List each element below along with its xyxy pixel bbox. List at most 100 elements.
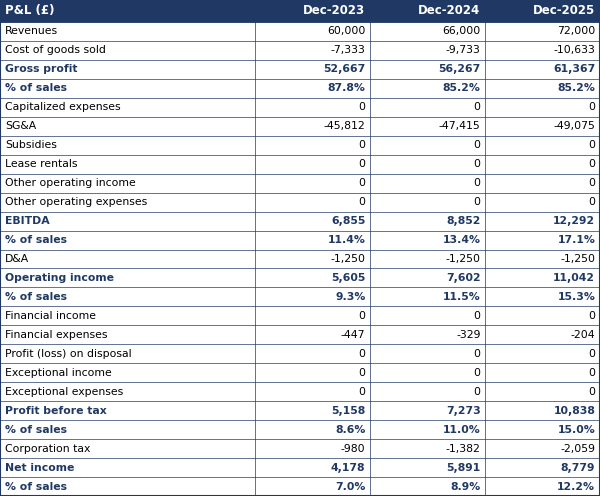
Text: 87.8%: 87.8% bbox=[328, 83, 365, 93]
Text: 0: 0 bbox=[473, 387, 481, 397]
Text: EBITDA: EBITDA bbox=[5, 216, 49, 226]
Text: 0: 0 bbox=[588, 140, 595, 150]
Bar bbox=[0, 420, 600, 439]
Text: 10,838: 10,838 bbox=[553, 406, 595, 416]
Text: 0: 0 bbox=[473, 368, 481, 378]
Text: 60,000: 60,000 bbox=[327, 26, 365, 37]
Text: % of sales: % of sales bbox=[5, 83, 67, 93]
Text: -47,415: -47,415 bbox=[439, 122, 481, 131]
Bar bbox=[0, 0, 600, 22]
Bar bbox=[0, 325, 600, 344]
Text: Lease rentals: Lease rentals bbox=[5, 159, 77, 169]
Text: Subsidies: Subsidies bbox=[5, 140, 56, 150]
Text: Financial expenses: Financial expenses bbox=[5, 330, 107, 340]
Bar bbox=[0, 477, 600, 496]
Text: 0: 0 bbox=[588, 197, 595, 207]
Text: 0: 0 bbox=[588, 368, 595, 378]
Bar bbox=[0, 212, 600, 231]
Text: 0: 0 bbox=[473, 102, 481, 112]
Bar bbox=[0, 363, 600, 382]
Bar bbox=[0, 155, 600, 174]
Text: -1,250: -1,250 bbox=[331, 254, 365, 264]
Bar bbox=[0, 439, 600, 458]
Text: 0: 0 bbox=[358, 102, 365, 112]
Text: 0: 0 bbox=[588, 311, 595, 321]
Bar bbox=[0, 231, 600, 249]
Text: 17.1%: 17.1% bbox=[557, 235, 595, 245]
Text: -1,250: -1,250 bbox=[446, 254, 481, 264]
Text: -10,633: -10,633 bbox=[553, 46, 595, 56]
Text: 5,158: 5,158 bbox=[331, 406, 365, 416]
Text: Corporation tax: Corporation tax bbox=[5, 443, 90, 454]
Bar bbox=[0, 136, 600, 155]
Bar bbox=[0, 382, 600, 401]
Text: -204: -204 bbox=[571, 330, 595, 340]
Text: 7,602: 7,602 bbox=[446, 273, 481, 283]
Text: 5,891: 5,891 bbox=[446, 463, 481, 473]
Text: 11,042: 11,042 bbox=[553, 273, 595, 283]
Text: 7,273: 7,273 bbox=[446, 406, 481, 416]
Text: 85.2%: 85.2% bbox=[443, 83, 481, 93]
Bar bbox=[0, 22, 600, 41]
Text: % of sales: % of sales bbox=[5, 235, 67, 245]
Text: Operating income: Operating income bbox=[5, 273, 114, 283]
Text: -1,382: -1,382 bbox=[446, 443, 481, 454]
Text: 0: 0 bbox=[473, 197, 481, 207]
Text: 15.3%: 15.3% bbox=[557, 292, 595, 302]
Text: Revenues: Revenues bbox=[5, 26, 58, 37]
Text: 0: 0 bbox=[588, 102, 595, 112]
Bar bbox=[0, 401, 600, 420]
Text: -329: -329 bbox=[456, 330, 481, 340]
Text: 0: 0 bbox=[473, 311, 481, 321]
Text: 52,667: 52,667 bbox=[323, 64, 365, 74]
Text: % of sales: % of sales bbox=[5, 482, 67, 492]
Bar bbox=[0, 288, 600, 307]
Text: D&A: D&A bbox=[5, 254, 29, 264]
Text: -7,333: -7,333 bbox=[331, 46, 365, 56]
Text: -980: -980 bbox=[341, 443, 365, 454]
Text: 0: 0 bbox=[588, 387, 595, 397]
Text: 0: 0 bbox=[358, 159, 365, 169]
Text: 6,855: 6,855 bbox=[331, 216, 365, 226]
Text: 11.0%: 11.0% bbox=[443, 425, 481, 434]
Text: Capitalized expenses: Capitalized expenses bbox=[5, 102, 121, 112]
Bar bbox=[0, 41, 600, 60]
Bar bbox=[0, 117, 600, 136]
Text: Gross profit: Gross profit bbox=[5, 64, 77, 74]
Text: 85.2%: 85.2% bbox=[557, 83, 595, 93]
Text: SG&A: SG&A bbox=[5, 122, 36, 131]
Text: 0: 0 bbox=[358, 349, 365, 359]
Bar bbox=[0, 174, 600, 192]
Text: % of sales: % of sales bbox=[5, 425, 67, 434]
Text: P&L (£): P&L (£) bbox=[5, 4, 54, 17]
Bar bbox=[0, 307, 600, 325]
Text: 13.4%: 13.4% bbox=[443, 235, 481, 245]
Text: 0: 0 bbox=[358, 197, 365, 207]
Text: Exceptional income: Exceptional income bbox=[5, 368, 112, 378]
Text: 0: 0 bbox=[358, 311, 365, 321]
Text: 72,000: 72,000 bbox=[557, 26, 595, 37]
Text: 0: 0 bbox=[358, 387, 365, 397]
Text: 8,779: 8,779 bbox=[561, 463, 595, 473]
Text: 0: 0 bbox=[473, 140, 481, 150]
Text: 0: 0 bbox=[473, 349, 481, 359]
Text: % of sales: % of sales bbox=[5, 292, 67, 302]
Text: -1,250: -1,250 bbox=[560, 254, 595, 264]
Text: -447: -447 bbox=[341, 330, 365, 340]
Text: 0: 0 bbox=[588, 349, 595, 359]
Text: 8.6%: 8.6% bbox=[335, 425, 365, 434]
Text: 8,852: 8,852 bbox=[446, 216, 481, 226]
Bar bbox=[0, 98, 600, 117]
Text: 0: 0 bbox=[358, 368, 365, 378]
Text: Profit (loss) on disposal: Profit (loss) on disposal bbox=[5, 349, 131, 359]
Text: Exceptional expenses: Exceptional expenses bbox=[5, 387, 123, 397]
Text: 12,292: 12,292 bbox=[553, 216, 595, 226]
Text: 66,000: 66,000 bbox=[442, 26, 481, 37]
Text: 0: 0 bbox=[358, 140, 365, 150]
Text: Other operating expenses: Other operating expenses bbox=[5, 197, 147, 207]
Text: Other operating income: Other operating income bbox=[5, 178, 136, 188]
Text: -2,059: -2,059 bbox=[560, 443, 595, 454]
Text: 4,178: 4,178 bbox=[331, 463, 365, 473]
Text: Dec-2025: Dec-2025 bbox=[533, 4, 595, 17]
Text: -49,075: -49,075 bbox=[553, 122, 595, 131]
